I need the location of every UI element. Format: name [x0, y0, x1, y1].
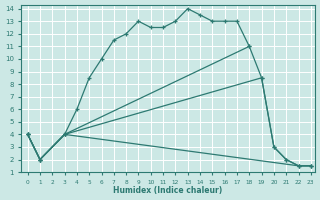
- X-axis label: Humidex (Indice chaleur): Humidex (Indice chaleur): [113, 186, 223, 195]
